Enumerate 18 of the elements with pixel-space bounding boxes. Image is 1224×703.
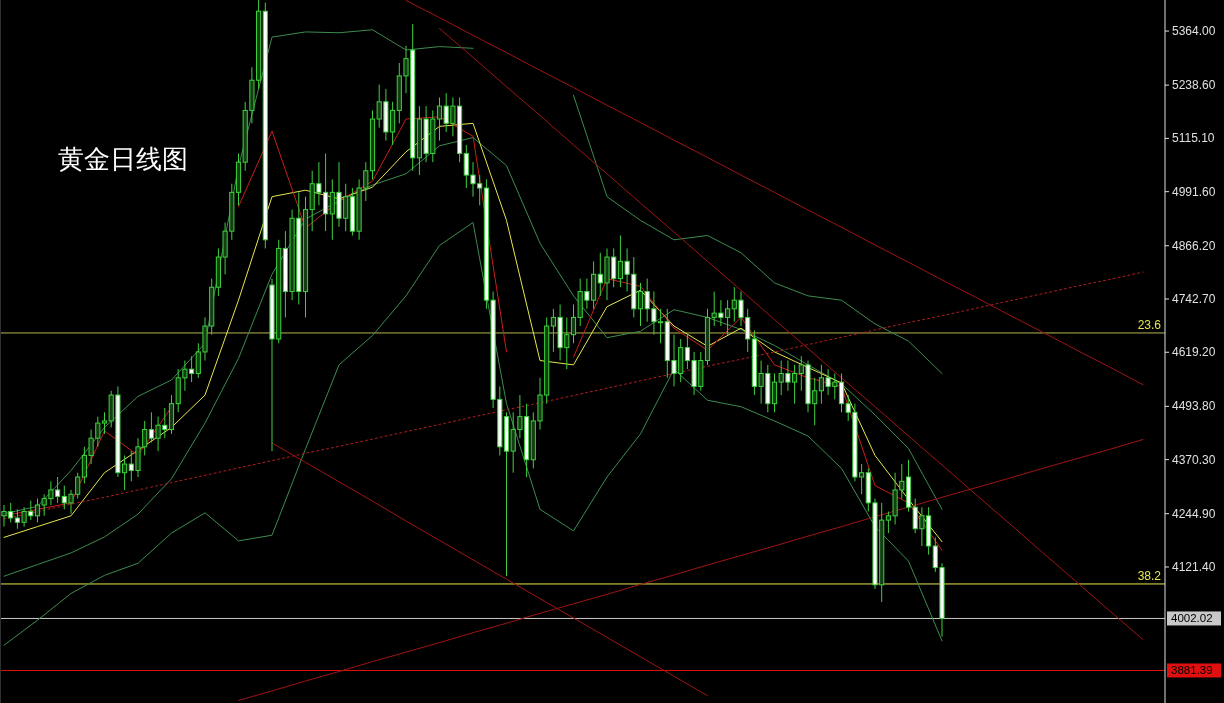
line-series [3,222,943,646]
line-series [271,442,708,697]
y-tick-label: 4866.20 [1172,238,1216,253]
ref-line-label: 4002.02 [1171,612,1213,625]
text: 黄金日线图 [58,144,188,174]
annotation: 38.2 [1137,568,1162,583]
annotation: 23.6 [1137,317,1162,332]
y-tick-label: 4619.20 [1172,345,1216,360]
y-tick-label: 4370.30 [1172,452,1216,467]
y-tick-label: 4742.70 [1172,292,1216,307]
y-tick-label: 4244.90 [1172,506,1216,521]
y-tick-label: 5238.60 [1172,78,1216,93]
ref-line-label: 3881.39 [1171,664,1213,677]
y-tick-label: 4121.40 [1172,559,1216,574]
y-tick-label: 5364.00 [1172,24,1216,39]
y-tick-label: 4493.80 [1172,399,1216,414]
y-tick-label: 5115.10 [1172,131,1215,146]
y-tick-label: 4991.60 [1172,184,1216,199]
